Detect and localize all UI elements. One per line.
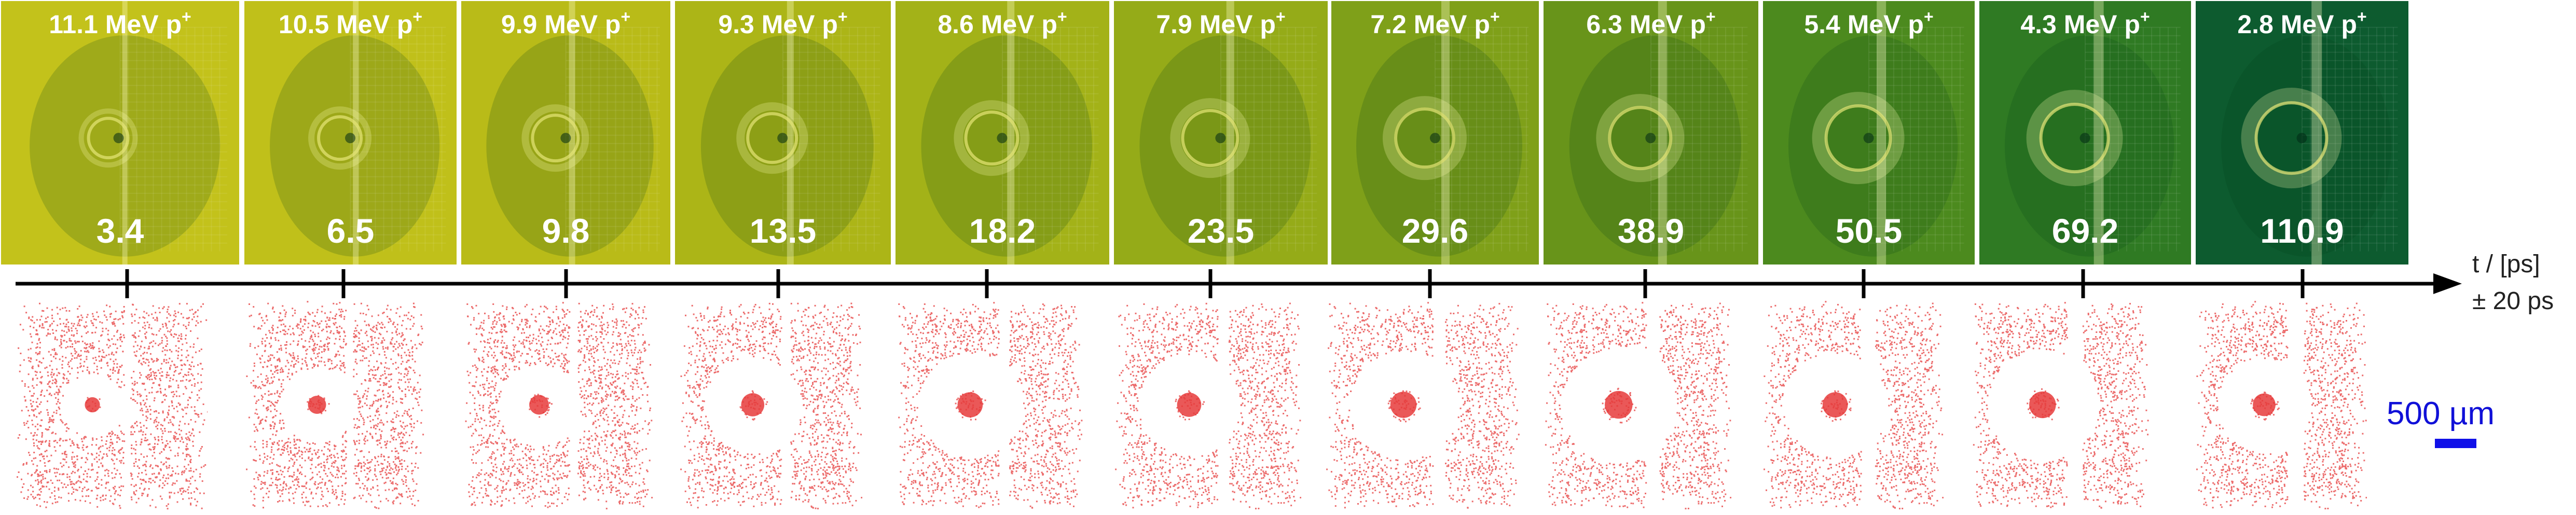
time-value-label: 9.8 [542, 212, 590, 250]
proton-charge-superscript: + [2357, 7, 2367, 26]
radiograph-image [1569, 1, 1748, 265]
proton-energy-label: 11.1 MeV p+ [1, 7, 239, 39]
radiograph-image [2004, 1, 2181, 265]
proton-charge-superscript: + [2140, 7, 2150, 26]
proton-charge-superscript: + [1705, 7, 1716, 26]
time-value-label: 29.6 [1401, 212, 1469, 250]
time-value-label: 3.4 [96, 212, 144, 250]
proton-charge-superscript: + [182, 7, 191, 26]
simulated-dot-map [1972, 300, 2149, 510]
simulated-dot-map [680, 300, 862, 510]
simulated-dot-map [245, 300, 424, 510]
proton-energy-value: 9.9 MeV p [501, 10, 621, 39]
simulated-dot-map [2196, 300, 2367, 510]
proton-energy-label: 6.3 MeV p+ [1544, 7, 1758, 39]
radiograph-image [270, 1, 446, 265]
proton-charge-superscript: + [1490, 7, 1500, 26]
radiograph-image [700, 1, 880, 265]
axis-label: t / [ps] [2472, 250, 2540, 278]
proton-energy-value: 9.3 MeV p [718, 10, 838, 39]
simulated-dot-map [1763, 300, 1944, 510]
proton-energy-value: 2.8 MeV p [2237, 10, 2357, 39]
radiograph-image [486, 1, 660, 265]
radiograph-image [1788, 1, 1964, 265]
proton-energy-label: 7.2 MeV p+ [1331, 7, 1539, 39]
radiograph-frame: 4.3 MeV p+ 69.2 [1979, 1, 2191, 265]
proton-energy-label: 10.5 MeV p+ [244, 7, 457, 39]
radiograph-image [1356, 1, 1528, 265]
radiograph-frame: 5.4 MeV p+ 50.5 [1763, 1, 1975, 265]
radiograph-frame: 10.5 MeV p+ 6.5 [244, 1, 457, 265]
proton-energy-value: 6.3 MeV p [1586, 10, 1706, 39]
radiograph-frame: 11.1 MeV p+ 3.4 [1, 1, 239, 265]
radiograph-frame: 6.3 MeV p+ 38.9 [1544, 1, 1758, 265]
simulated-dot-map [1544, 300, 1731, 510]
radiograph-frame: 9.9 MeV p+ 9.8 [461, 1, 670, 265]
proton-energy-value: 11.1 MeV p [49, 10, 182, 39]
time-axis [16, 269, 2462, 298]
radiograph-frame: 2.8 MeV p+ 110.9 [2196, 1, 2408, 265]
radiograph-image [30, 1, 228, 265]
time-value-label: 38.9 [1617, 212, 1685, 250]
time-value-label: 23.5 [1187, 212, 1255, 250]
proton-charge-superscript: + [837, 7, 848, 26]
time-value-label: 69.2 [2051, 212, 2119, 250]
time-value-label: 13.5 [749, 212, 817, 250]
simulated-dot-map [463, 300, 653, 510]
radiograph-image [1139, 1, 1317, 265]
radiograph-frame: 7.2 MeV p+ 29.6 [1331, 1, 1539, 265]
proton-energy-label: 9.3 MeV p+ [675, 7, 891, 39]
scale-bar [2435, 439, 2476, 448]
proton-energy-value: 10.5 MeV p [278, 10, 413, 39]
simulated-dot-map [1114, 300, 1301, 510]
proton-charge-superscript: + [621, 7, 631, 26]
time-value-label: 18.2 [969, 212, 1036, 250]
radiograph-frame: 8.6 MeV p+ 18.2 [896, 1, 1109, 265]
proton-energy-value: 7.2 MeV p [1370, 10, 1490, 39]
radiograph-frame: 9.3 MeV p+ 13.5 [675, 1, 891, 265]
scale-bar-label: 500 µm [2387, 396, 2495, 432]
simulated-dot-map [16, 300, 208, 510]
time-value-label: 6.5 [326, 212, 375, 250]
simulated-dot-map [895, 300, 1083, 510]
axis-uncertainty-label: ± 20 ps [2472, 287, 2554, 315]
proton-energy-label: 2.8 MeV p+ [2196, 7, 2408, 39]
proton-energy-value: 7.9 MeV p [1156, 10, 1276, 39]
proton-charge-superscript: + [1057, 7, 1067, 26]
proton-energy-label: 5.4 MeV p+ [1763, 7, 1975, 39]
simulated-dot-map [1326, 300, 1520, 510]
proton-energy-value: 4.3 MeV p [2020, 10, 2140, 39]
proton-charge-superscript: + [1923, 7, 1934, 26]
radiograph-image [2221, 1, 2398, 265]
radiograph-image [921, 1, 1099, 265]
radiograph-frame: 7.9 MeV p+ 23.5 [1114, 1, 1328, 265]
proton-energy-label: 4.3 MeV p+ [1979, 7, 2191, 39]
proton-energy-value: 5.4 MeV p [1804, 10, 1924, 39]
time-value-label: 50.5 [1835, 212, 1903, 250]
proton-energy-value: 8.6 MeV p [938, 10, 1057, 39]
proton-energy-label: 7.9 MeV p+ [1114, 7, 1328, 39]
proton-charge-superscript: + [412, 7, 423, 26]
axis-arrow-icon [2433, 273, 2462, 294]
proton-charge-superscript: + [1275, 7, 1286, 26]
time-value-label: 110.9 [2260, 212, 2344, 250]
proton-energy-label: 9.9 MeV p+ [461, 7, 670, 39]
proton-energy-label: 8.6 MeV p+ [896, 7, 1109, 39]
